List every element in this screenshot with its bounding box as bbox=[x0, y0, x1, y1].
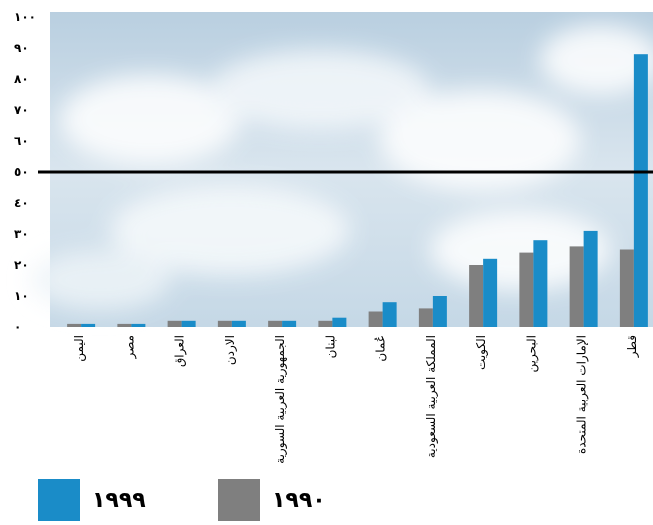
y-tick-label: ٢٠ bbox=[14, 258, 29, 272]
y-tick-label: ٦٠ bbox=[14, 134, 29, 148]
category-label: المملكة العربية السعودية bbox=[424, 335, 439, 458]
bar-1990 bbox=[217, 320, 232, 327]
plot-background bbox=[30, 12, 653, 327]
category-label: الإمارات العربية المتحدة bbox=[575, 335, 590, 454]
bar-1990 bbox=[619, 249, 634, 327]
category-label: اليمن bbox=[72, 335, 87, 362]
bar-1999 bbox=[332, 317, 347, 327]
bar-1990 bbox=[569, 246, 584, 327]
category-label: قطر bbox=[625, 335, 640, 358]
bar-1990 bbox=[117, 323, 132, 327]
y-tick-label: ١٠٠ bbox=[14, 10, 36, 24]
y-tick-label: ٧٠ bbox=[14, 103, 29, 117]
bar-1999 bbox=[432, 296, 447, 327]
bars bbox=[67, 54, 648, 327]
category-label: لبنان bbox=[323, 335, 337, 358]
bar-1990 bbox=[519, 252, 534, 327]
legend-label-1990: ١٩٩٠ bbox=[272, 487, 326, 513]
category-label: عُمان bbox=[374, 335, 388, 362]
y-tick-label: ٥٠ bbox=[14, 165, 29, 179]
y-tick-label: ٣٠ bbox=[14, 227, 29, 241]
y-tick-label: ٠ bbox=[14, 320, 21, 334]
y-tick-label: ١٠ bbox=[14, 289, 29, 303]
bar-1990 bbox=[167, 320, 182, 327]
bar-1999 bbox=[282, 320, 297, 327]
bar-1999 bbox=[533, 240, 548, 327]
bar-1999 bbox=[583, 230, 598, 327]
bar-1999 bbox=[231, 320, 246, 327]
category-label: البحرين bbox=[524, 335, 539, 372]
y-tick-label: ٩٠ bbox=[14, 41, 29, 55]
legend-swatch-1990 bbox=[218, 479, 260, 521]
category-label: الكويت bbox=[474, 335, 489, 370]
bar-1990 bbox=[268, 320, 283, 327]
bar-1999 bbox=[382, 302, 397, 327]
bar-1990 bbox=[368, 311, 383, 327]
bar-1999 bbox=[81, 323, 96, 327]
bar-1999 bbox=[181, 320, 196, 327]
bar-1990 bbox=[318, 320, 333, 327]
bar-chart: ٠ ١٠ ٢٠ ٣٠ ٤٠ ٥٠ ٦٠ ٧٠ ٨٠ ٩٠ ١٠٠ اليمن مصر العراق الا… bbox=[14, 10, 653, 464]
legend-label-1999: ١٩٩٩ bbox=[92, 487, 146, 513]
bar-1990 bbox=[67, 323, 82, 327]
category-labels: اليمن مصر العراق الاردن الجمهورية العربية ال… bbox=[72, 335, 640, 464]
category-label: مصر bbox=[122, 335, 137, 359]
bar-1999 bbox=[633, 54, 648, 327]
bar-1999 bbox=[131, 323, 146, 327]
y-tick-label: ٨٠ bbox=[14, 72, 29, 86]
bar-1999 bbox=[483, 258, 498, 327]
legend-item-1999: ١٩٩٩ bbox=[38, 478, 146, 522]
bar-1990 bbox=[469, 265, 484, 327]
bar-1990 bbox=[418, 308, 433, 327]
category-label: العراق bbox=[173, 335, 188, 367]
category-label: الجمهورية العربية السورية bbox=[273, 335, 288, 464]
legend-swatch-1999 bbox=[38, 479, 80, 521]
category-label: الاردن bbox=[223, 335, 238, 365]
y-tick-label: ٤٠ bbox=[14, 196, 29, 210]
y-axis-ticks: ٠ ١٠ ٢٠ ٣٠ ٤٠ ٥٠ ٦٠ ٧٠ ٨٠ ٩٠ ١٠٠ bbox=[14, 10, 36, 334]
legend-item-1990: ١٩٩٠ bbox=[218, 478, 326, 522]
